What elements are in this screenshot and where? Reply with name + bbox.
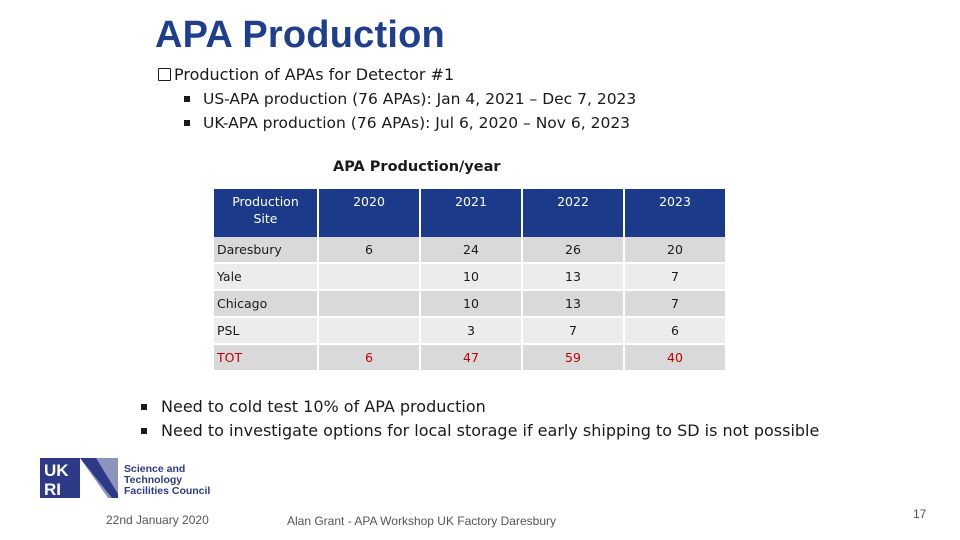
row-value: 13 — [523, 291, 623, 318]
row-value: 7 — [625, 264, 725, 291]
sub-bullet-uk: UK-APA production (76 APAs): Jul 6, 2020… — [184, 114, 630, 132]
sub-bullet-us: US-APA production (76 APAs): Jan 4, 2021… — [184, 90, 636, 108]
header-year: 2021 — [421, 189, 521, 237]
table-row: Daresbury 6 24 26 20 — [214, 237, 725, 264]
row-value: 40 — [625, 345, 725, 372]
row-value: 10 — [421, 264, 521, 291]
logo-mark-left — [40, 458, 80, 498]
row-site: Chicago — [214, 291, 317, 318]
row-value: 47 — [421, 345, 521, 372]
row-value: 7 — [625, 291, 725, 318]
slide-title: APA Production — [155, 14, 445, 56]
row-value: 59 — [523, 345, 623, 372]
row-site: TOT — [214, 345, 317, 372]
row-value: 6 — [319, 237, 419, 264]
row-value: 6 — [319, 345, 419, 372]
header-year: 2022 — [523, 189, 623, 237]
checkbox-bullet-icon — [158, 68, 171, 81]
page-number: 17 — [913, 507, 927, 521]
logo-text-line2: Technology — [124, 474, 182, 486]
header-year: 2020 — [319, 189, 419, 237]
sub-bullet-text: UK-APA production (76 APAs): Jul 6, 2020… — [203, 114, 631, 132]
row-value: 3 — [421, 318, 521, 345]
row-value: 7 — [523, 318, 623, 345]
footer-date: 22nd January 2020 — [106, 513, 209, 527]
main-bullet-text: Production of APAs for Detector #1 — [174, 65, 455, 84]
square-bullet-icon — [184, 120, 190, 126]
row-site: PSL — [214, 318, 317, 345]
bullet-text: Need to investigate options for local st… — [161, 421, 820, 440]
table-row: Yale 10 13 7 — [214, 264, 725, 291]
square-bullet-icon — [141, 403, 147, 410]
bullet-storage: Need to investigate options for local st… — [141, 421, 819, 440]
row-value: 10 — [421, 291, 521, 318]
table-row-total: TOT 6 47 59 40 — [214, 345, 725, 372]
table-header-row: Production Site 2020 2021 2022 2023 — [214, 189, 725, 237]
logo-mark-text-top: UK — [44, 461, 69, 480]
row-site: Daresbury — [214, 237, 317, 264]
header-year: 2023 — [625, 189, 725, 237]
main-bullet: Production of APAs for Detector #1 — [158, 65, 454, 84]
row-value — [319, 264, 419, 291]
ukri-stfc-logo: UK RI Science and Technology Facilities … — [40, 458, 210, 499]
row-value: 20 — [625, 237, 725, 264]
row-value — [319, 291, 419, 318]
row-value — [319, 318, 419, 345]
logo-mark-stripe — [80, 458, 118, 498]
logo-text-line3: Facilities Council — [124, 485, 210, 497]
square-bullet-icon — [184, 96, 190, 102]
logo-text-line1: Science and — [124, 463, 185, 475]
row-site: Yale — [214, 264, 317, 291]
footer-author: Alan Grant - APA Workshop UK Factory Dar… — [287, 514, 556, 528]
table-row: PSL 3 7 6 — [214, 318, 725, 345]
bullet-cold-test: Need to cold test 10% of APA production — [141, 397, 486, 416]
logo-mark-text-bottom: RI — [44, 480, 61, 499]
production-table: Production Site 2020 2021 2022 2023 Dare… — [212, 189, 727, 372]
sub-bullet-text: US-APA production (76 APAs): Jan 4, 2021… — [203, 90, 637, 108]
table-title: APA Production/year — [333, 159, 501, 175]
table-row: Chicago 10 13 7 — [214, 291, 725, 318]
header-site: Production Site — [214, 189, 317, 237]
square-bullet-icon — [141, 427, 147, 434]
bullet-text: Need to cold test 10% of APA production — [161, 397, 486, 416]
row-value: 24 — [421, 237, 521, 264]
row-value: 26 — [523, 237, 623, 264]
row-value: 13 — [523, 264, 623, 291]
row-value: 6 — [625, 318, 725, 345]
